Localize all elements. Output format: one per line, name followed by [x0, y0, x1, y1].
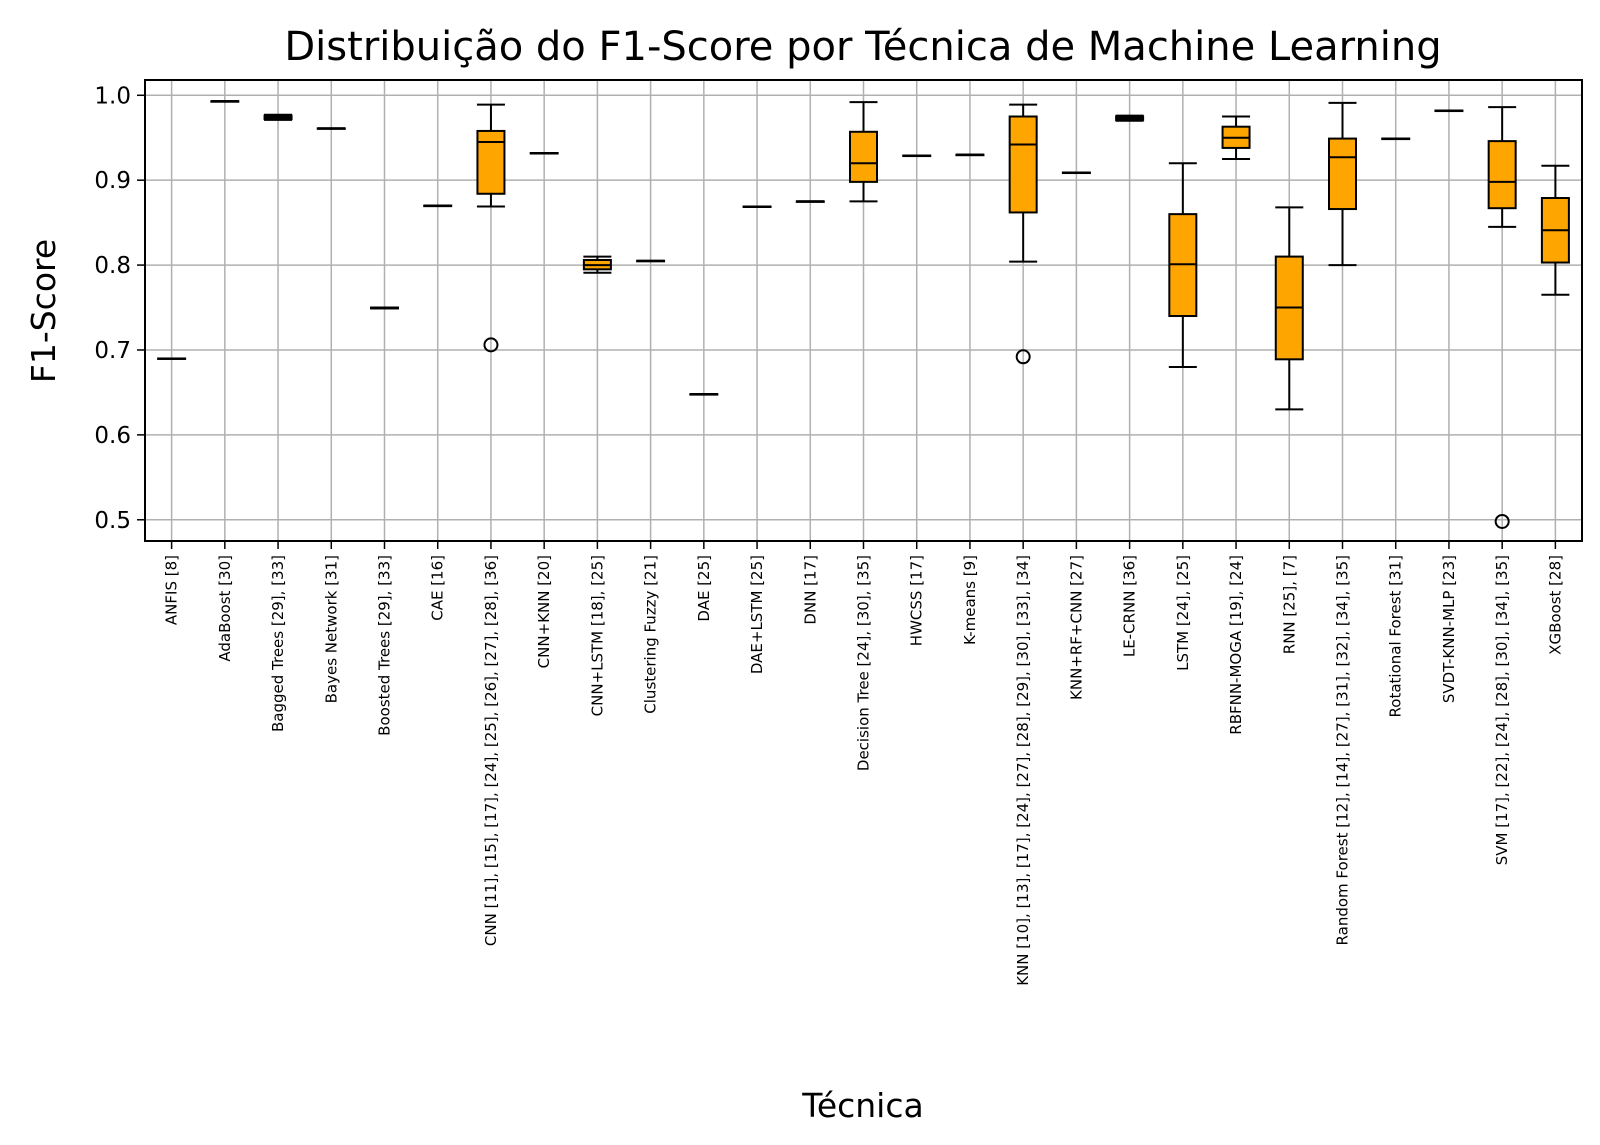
x-tick-label: CNN [11], [15], [17], [24], [25], [26], …	[482, 555, 500, 946]
x-tick-label: ANFIS [8]	[163, 555, 181, 625]
x-tick-label: CAE [16]	[429, 555, 447, 621]
outlier-point	[483, 337, 499, 353]
grid-lines	[145, 80, 1582, 541]
outlier-point	[1015, 349, 1031, 365]
box-group	[902, 154, 932, 158]
box-group	[1008, 103, 1038, 365]
x-tick-label: HWCSS [17]	[908, 555, 926, 646]
x-tick-label: Decision Tree [24], [30], [35]	[855, 555, 873, 771]
x-tick-label: Clustering Fuzzy [21]	[642, 555, 660, 714]
x-tick-label: Boosted Trees [29], [33]	[376, 555, 394, 736]
box-group	[316, 127, 346, 130]
box-group	[582, 255, 612, 274]
box-group	[1115, 114, 1145, 122]
box-iqr	[1328, 137, 1357, 211]
box-group	[370, 306, 399, 310]
box-group	[210, 100, 240, 103]
box-group	[795, 200, 825, 203]
x-tick-label: XGBoost [28]	[1546, 555, 1564, 655]
y-tick-label: 0.9	[94, 168, 131, 194]
x-tick-label: KNN+RF+CNN [27]	[1067, 555, 1085, 700]
box-group	[955, 153, 985, 157]
x-tick-label: Bayes Network [31]	[322, 555, 340, 703]
x-tick-label: SVM [17], [22], [24], [28], [30], [34], …	[1493, 555, 1511, 865]
y-tick-label: 0.6	[94, 423, 131, 449]
box-iqr	[476, 129, 506, 195]
box-group	[1328, 101, 1357, 267]
x-tick-label: RNN [25], [7]	[1280, 555, 1298, 654]
box-group	[423, 204, 453, 208]
box-group	[1274, 206, 1304, 411]
x-tick-label: AdaBoost [30]	[216, 555, 234, 662]
outlier-point	[1494, 513, 1510, 529]
box-group	[849, 101, 878, 203]
box-group	[1221, 115, 1251, 160]
boxes	[157, 100, 1570, 529]
box-iqr	[1487, 140, 1517, 210]
y-tick-label: 0.8	[94, 253, 131, 279]
x-tick-label: DAE+LSTM [25]	[748, 555, 766, 674]
box-iqr	[1008, 115, 1038, 214]
box-group	[636, 259, 666, 263]
box-group	[1487, 106, 1517, 529]
y-axis-label: F1-Score	[24, 239, 63, 383]
x-axis-ticks: ANFIS [8] AdaBoost [30] Bagged Trees [29],…	[163, 541, 1564, 986]
x-tick-label: Rotational Forest [31]	[1387, 555, 1405, 717]
x-tick-label: KNN [10], [13], [17], [24], [27], [28], …	[1014, 555, 1032, 986]
box-group	[263, 113, 293, 121]
x-tick-label: LSTM [24], [25]	[1174, 555, 1192, 671]
x-tick-label: K-means [9]	[961, 555, 979, 645]
x-tick-label: LE-CRNN [36]	[1121, 555, 1139, 657]
y-tick-label: 0.7	[94, 338, 131, 364]
box-group	[476, 103, 506, 353]
x-tick-label: DNN [17]	[801, 555, 819, 625]
box-group	[529, 152, 559, 155]
box-group	[742, 205, 772, 208]
box-group	[1434, 109, 1464, 113]
x-tick-label: SVDT-KNN-MLP [23]	[1440, 555, 1458, 703]
box-group	[1168, 162, 1198, 368]
box-group	[157, 357, 187, 360]
x-tick-label: Random Forest [12], [14], [27], [31], [3…	[1334, 555, 1352, 945]
x-axis-label: Técnica	[801, 1086, 923, 1125]
chart-title: Distribuição do F1-Score por Técnica de …	[284, 24, 1441, 70]
box-group	[1540, 164, 1570, 296]
box-group	[689, 393, 719, 396]
x-tick-label: CNN+LSTM [18], [25]	[588, 555, 606, 716]
x-tick-label: CNN+KNN [20]	[535, 555, 553, 668]
x-tick-label: RBFNN-MOGA [19], [24]	[1227, 555, 1245, 735]
box-group	[1061, 171, 1091, 175]
y-tick-label: 0.5	[94, 508, 131, 534]
y-axis-ticks: 0.5 0.6 0.7 0.8 0.9 1.0	[94, 83, 145, 534]
box-iqr	[849, 130, 878, 183]
y-tick-label: 1.0	[94, 83, 131, 109]
x-tick-label: DAE [25]	[695, 555, 713, 622]
x-tick-label: Bagged Trees [29], [33]	[269, 555, 287, 732]
box-group	[1381, 137, 1411, 141]
